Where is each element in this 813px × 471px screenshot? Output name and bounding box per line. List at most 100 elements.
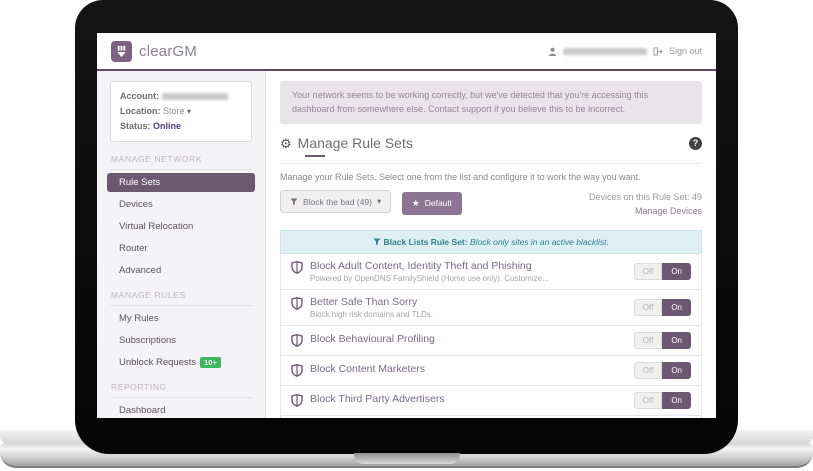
rules-list: Block Adult Content, Identity Theft and …	[280, 253, 702, 418]
redacted-account-name	[161, 93, 228, 101]
toggle-on-button[interactable]: On	[662, 361, 691, 379]
rule-info: Block Third Party Advertisers	[291, 393, 445, 408]
page-title: Manage Rule Sets	[297, 135, 413, 151]
shield-icon	[291, 394, 303, 408]
toggle-off-button[interactable]: Off	[633, 391, 663, 409]
laptop-notch	[354, 453, 460, 464]
location-label: Location:	[120, 105, 161, 116]
shield-icon	[291, 334, 303, 348]
app-header: clearGM Sign out	[97, 33, 716, 71]
sign-out-icon	[653, 46, 663, 56]
filter-icon	[290, 197, 298, 205]
page-description: Manage your Rule Sets. Select one from t…	[280, 172, 641, 182]
rule-row: Block Behavioural Profiling Off On	[280, 325, 702, 356]
sign-out-link[interactable]: Sign out	[668, 46, 702, 56]
rule-info: Better Safe Than Sorry Block high risk d…	[291, 296, 433, 319]
manage-devices-link[interactable]: Manage Devices	[634, 206, 702, 217]
toggle-on-button[interactable]: On	[662, 298, 691, 316]
location-row[interactable]: Location: Store ▾	[120, 104, 242, 119]
devices-count: Devices on this Rule Set: 49	[588, 192, 702, 202]
toggle-off-button[interactable]: Off	[633, 331, 663, 349]
rule-title: Block Adult Content, Identity Theft and …	[310, 259, 532, 272]
ruleset-controls: Block the bad (49) ▾ ★ Default Devices o…	[280, 190, 702, 219]
shield-icon	[291, 260, 303, 274]
ruleset-name: Black Lists Rule Set:	[383, 236, 468, 247]
rule-title: Block Third Party Advertisers	[310, 393, 445, 406]
rule-toggle: Off On	[633, 298, 691, 316]
toggle-off-button[interactable]: Off	[633, 262, 663, 280]
account-label: Account:	[120, 91, 159, 101]
rule-toggle: Off On	[633, 262, 691, 280]
filter-icon	[373, 238, 381, 245]
rule-toggle: Off On	[633, 331, 691, 349]
default-button-label: Default	[424, 198, 452, 208]
nav-section-manage-network: MANAGE NETWORK	[110, 150, 252, 170]
rule-row: Better Safe Than Sorry Block high risk d…	[280, 289, 702, 326]
sidebar-item-unblock-requests[interactable]: Unblock Requests 10+	[107, 353, 255, 372]
ruleset-dropdown-button[interactable]: Block the bad (49) ▾	[280, 190, 392, 213]
account-row: Account:	[120, 89, 242, 104]
status-row: Status: Online	[120, 119, 242, 134]
rule-info: Block Behavioural Profiling	[291, 333, 435, 348]
sidebar-item-router[interactable]: Router	[119, 242, 148, 254]
ruleset-tagline: Block only sites in an active blacklist.	[469, 236, 609, 247]
toggle-off-button[interactable]: Off	[633, 361, 663, 379]
rule-title: Block Behavioural Profiling	[310, 333, 435, 346]
sidebar-item-virtual-relocation[interactable]: Virtual Relocation	[119, 220, 194, 232]
brand-logo-icon	[111, 40, 132, 62]
chevron-down-icon: ▾	[376, 196, 382, 206]
default-button[interactable]: ★ Default	[401, 191, 462, 215]
title-separator	[280, 163, 702, 164]
header-user-area: Sign out	[548, 46, 702, 56]
ruleset-description-bar: Black Lists Rule Set: Block only sites i…	[280, 229, 702, 254]
rule-text: Block Content Marketers	[310, 363, 425, 375]
rule-subtitle: Block high risk domains and TLDs.	[310, 309, 434, 319]
toggle-on-button[interactable]: On	[662, 262, 691, 280]
unblock-requests-badge: 10+	[200, 356, 221, 368]
ruleset-buttons: Block the bad (49) ▾ ★ Default	[280, 190, 462, 215]
page-title-group: ⚙ Manage Rule Sets	[280, 135, 413, 151]
sidebar-item-label: Unblock Requests	[119, 356, 197, 368]
brand-name: clearGM	[139, 42, 198, 60]
sidebar-item-rule-sets[interactable]: Rule Sets	[107, 172, 255, 192]
account-card: Account: Location: Store ▾ Status: Onlin…	[110, 81, 252, 142]
laptop-bezel: clearGM Sign out	[75, 0, 738, 454]
help-icon[interactable]: ?	[689, 136, 702, 150]
sidebar-item-my-rules[interactable]: My Rules	[119, 312, 159, 324]
rule-row: Block Third Party Advertisers Off On	[280, 385, 702, 416]
nav-section-manage-rules: MANAGE RULES	[110, 286, 252, 306]
sidebar-item-advanced[interactable]: Advanced	[119, 264, 162, 276]
status-label: Status:	[120, 120, 151, 131]
rule-title: Block Content Marketers	[310, 363, 425, 376]
rule-row: Block Content Marketers Off On	[280, 355, 702, 386]
rule-text: Block Behavioural Profiling	[310, 333, 435, 345]
redacted-user-email	[562, 47, 647, 55]
toggle-off-button[interactable]: Off	[633, 298, 663, 316]
shield-icon	[291, 364, 303, 378]
toggle-on-button[interactable]: On	[662, 331, 691, 349]
location-value: Store	[163, 105, 185, 116]
rule-text: Block Adult Content, Identity Theft and …	[310, 260, 549, 283]
rule-text: Block Third Party Advertisers	[310, 393, 445, 405]
user-icon	[548, 47, 557, 56]
screen: clearGM Sign out	[97, 33, 716, 418]
rule-info: Block Content Marketers	[291, 363, 425, 378]
rule-row: Force Safe Search Engines Force safe sea…	[280, 415, 702, 418]
star-icon: ★	[411, 197, 420, 208]
rule-text: Better Safe Than Sorry Block high risk d…	[310, 296, 433, 319]
sidebar-item-dashboard[interactable]: Dashboard	[119, 404, 166, 416]
sidebar-item-devices[interactable]: Devices	[119, 198, 153, 210]
sidebar-item-subscriptions[interactable]: Subscriptions	[119, 334, 177, 346]
devices-info: Devices on this Rule Set: 49 Manage Devi…	[589, 190, 702, 219]
toggle-on-button[interactable]: On	[662, 391, 691, 409]
ruleset-dropdown-label: Block the bad (49)	[303, 196, 372, 207]
rule-toggle: Off On	[633, 391, 691, 409]
rule-row: Block Adult Content, Identity Theft and …	[280, 253, 702, 290]
status-value: Online	[153, 120, 182, 131]
shield-icon	[291, 296, 303, 310]
rule-title: Better Safe Than Sorry	[310, 295, 418, 308]
brand: clearGM	[111, 40, 198, 62]
caret-down-icon: ▾	[187, 106, 192, 116]
rule-toggle: Off On	[633, 361, 691, 379]
